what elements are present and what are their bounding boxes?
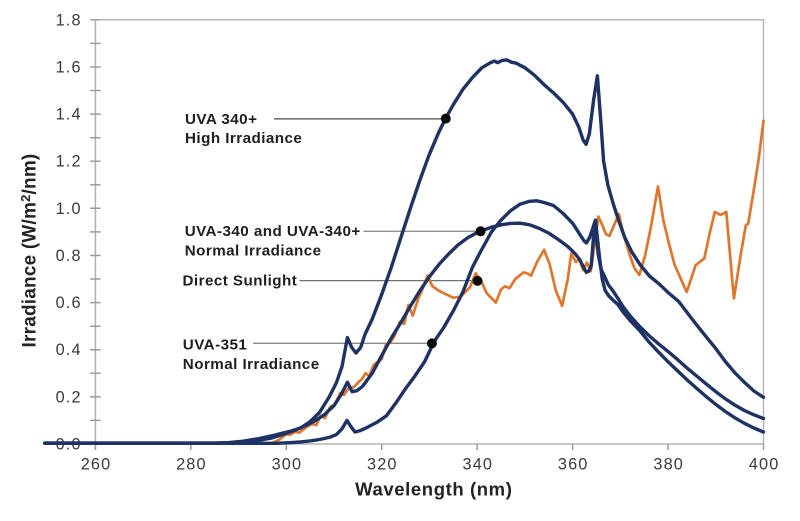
svg-text:0.6: 0.6 xyxy=(56,294,82,312)
svg-text:Normal Irradiance: Normal Irradiance xyxy=(185,243,322,260)
svg-text:1.0: 1.0 xyxy=(56,200,82,218)
svg-text:Direct Sunlight: Direct Sunlight xyxy=(183,273,298,290)
svg-text:1.4: 1.4 xyxy=(56,106,82,124)
svg-text:High Irradiance: High Irradiance xyxy=(185,130,302,147)
svg-text:320: 320 xyxy=(367,456,398,474)
svg-text:UVA-351: UVA-351 xyxy=(183,336,248,353)
svg-text:UVA-340 and UVA-340+: UVA-340 and UVA-340+ xyxy=(185,223,361,240)
svg-text:UVA 340+: UVA 340+ xyxy=(185,111,257,128)
svg-text:Normal Irradiance: Normal Irradiance xyxy=(183,356,320,373)
svg-text:1.2: 1.2 xyxy=(56,153,82,171)
svg-text:280: 280 xyxy=(176,456,207,474)
svg-text:Irradiance (W/m2/nm): Irradiance (W/m2/nm) xyxy=(18,154,41,348)
svg-text:1.6: 1.6 xyxy=(56,59,82,77)
svg-text:0.8: 0.8 xyxy=(56,247,82,265)
svg-text:260: 260 xyxy=(81,456,112,474)
svg-text:360: 360 xyxy=(558,456,589,474)
svg-text:1.8: 1.8 xyxy=(56,11,82,29)
svg-text:0.4: 0.4 xyxy=(56,341,82,359)
svg-text:340: 340 xyxy=(462,456,493,474)
svg-text:300: 300 xyxy=(272,456,303,474)
svg-text:400: 400 xyxy=(749,456,780,474)
svg-text:Wavelength (nm): Wavelength (nm) xyxy=(355,479,512,500)
svg-text:0.2: 0.2 xyxy=(56,388,82,406)
svg-text:380: 380 xyxy=(653,456,684,474)
